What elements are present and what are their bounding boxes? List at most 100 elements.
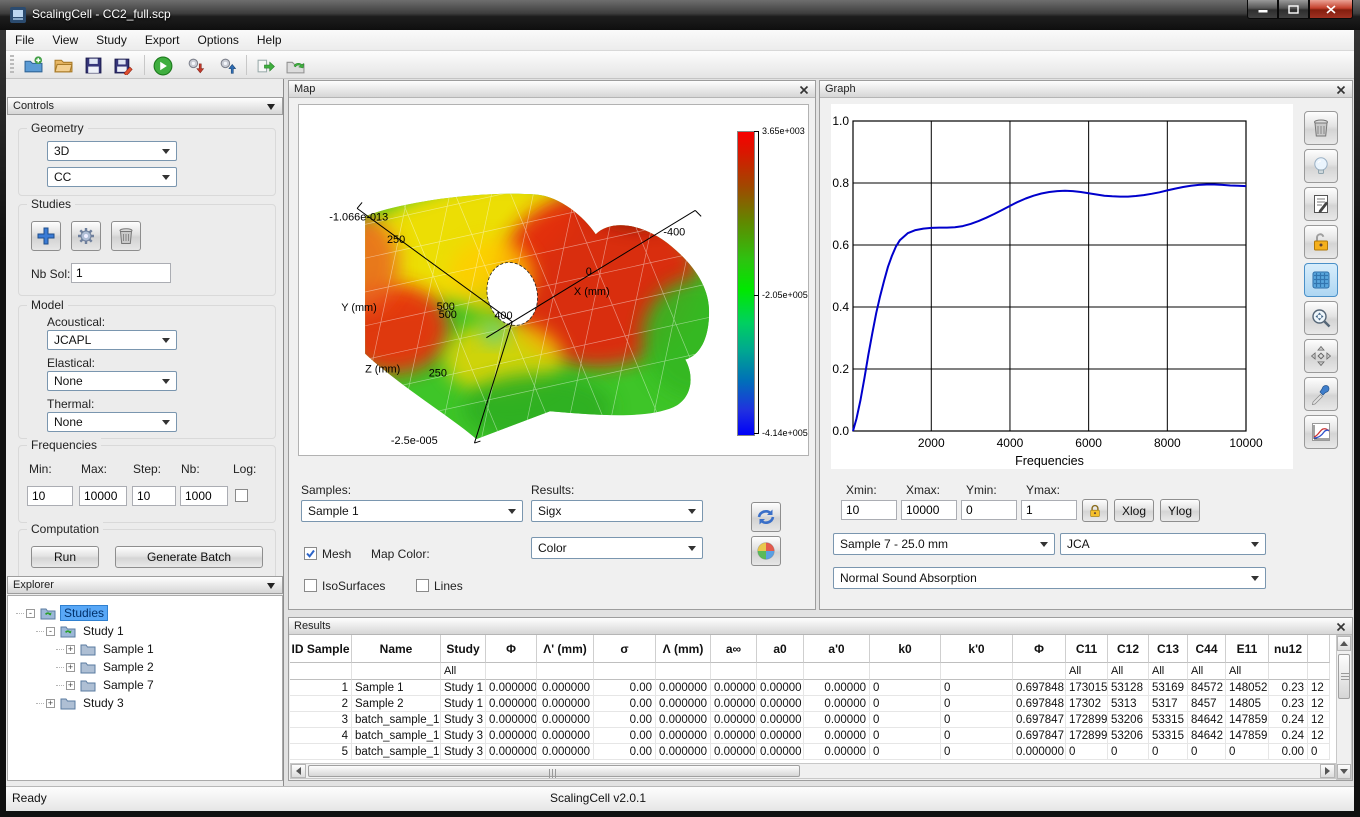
filter-cell[interactable]: All <box>441 663 486 680</box>
filter-cell[interactable]: All <box>1188 663 1226 680</box>
tree-item-studies[interactable]: Studies <box>8 604 282 622</box>
menu-export[interactable]: Export <box>136 31 189 49</box>
column-header[interactable] <box>1308 635 1330 663</box>
expand-expander-icon[interactable] <box>66 681 75 690</box>
column-header[interactable]: a'0 <box>804 635 870 663</box>
import-study-button[interactable] <box>182 54 208 77</box>
generate-batch-button[interactable]: Generate Batch <box>115 546 263 568</box>
filter-cell[interactable] <box>290 663 352 680</box>
add-study-button[interactable] <box>31 221 61 251</box>
xmax-input[interactable] <box>901 500 957 520</box>
column-header[interactable]: Λ' (mm) <box>537 635 594 663</box>
graph-panel-header[interactable]: Graph <box>820 81 1352 98</box>
xmin-input[interactable] <box>841 500 897 520</box>
column-header[interactable]: nu12 <box>1269 635 1308 663</box>
table-row[interactable]: 2Sample 2Study 10.0000000.0000000.000.00… <box>290 696 1336 712</box>
filter-cell[interactable] <box>1013 663 1066 680</box>
graph-sample-select[interactable]: Sample 7 - 25.0 mm <box>833 533 1055 555</box>
export-study-button[interactable] <box>214 54 240 77</box>
highlight-button[interactable] <box>1304 149 1338 183</box>
toggle-grid-button[interactable] <box>1304 263 1338 297</box>
delete-study-button[interactable] <box>111 221 141 251</box>
menu-study[interactable]: Study <box>87 31 136 49</box>
column-header[interactable]: C11 <box>1066 635 1108 663</box>
save-button[interactable] <box>80 54 106 77</box>
tree-label-studies[interactable]: Studies <box>60 605 108 621</box>
column-header[interactable]: E11 <box>1226 635 1269 663</box>
thermal-select[interactable]: None <box>47 412 177 432</box>
results-vscrollbar[interactable] <box>1336 635 1352 780</box>
report-button[interactable] <box>1304 187 1338 221</box>
ymax-input[interactable] <box>1021 500 1077 520</box>
map-3d-view[interactable]: -1.066e-013 250 Y (mm) 500 500 400 0 X (… <box>298 104 809 456</box>
geometry-cell-select[interactable]: CC <box>47 167 177 187</box>
new-project-button[interactable] <box>20 54 46 77</box>
expand-expander-icon[interactable] <box>46 699 55 708</box>
column-header[interactable]: k0 <box>870 635 941 663</box>
column-header[interactable]: Name <box>352 635 441 663</box>
column-header[interactable]: Φ <box>1013 635 1066 663</box>
filter-cell[interactable] <box>870 663 941 680</box>
graph-close-button[interactable] <box>1335 84 1347 96</box>
pan-button[interactable] <box>1304 339 1338 373</box>
tree-label-sample-1[interactable]: Sample 1 <box>100 642 157 656</box>
filter-cell[interactable] <box>757 663 804 680</box>
graph-model-select[interactable]: JCA <box>1060 533 1266 555</box>
filter-cell[interactable] <box>656 663 711 680</box>
filter-cell[interactable]: All <box>1226 663 1269 680</box>
collapse-expander-icon[interactable] <box>26 609 35 618</box>
menu-help[interactable]: Help <box>248 31 291 49</box>
column-header[interactable]: Φ <box>486 635 537 663</box>
close-button[interactable] <box>1309 0 1353 19</box>
chart-area[interactable]: 2000400060008000100000.00.20.40.60.81.0F… <box>831 104 1293 469</box>
results-close-button[interactable] <box>1335 621 1347 633</box>
collapse-icon[interactable] <box>267 583 275 589</box>
vscroll-thumb[interactable] <box>1338 654 1350 699</box>
filter-cell[interactable] <box>352 663 441 680</box>
freq-log-checkbox[interactable] <box>235 489 248 502</box>
column-header[interactable]: a0 <box>757 635 804 663</box>
tree-label-sample-7[interactable]: Sample 7 <box>100 678 157 692</box>
expand-expander-icon[interactable] <box>66 645 75 654</box>
samples-select[interactable]: Sample 1 <box>301 500 523 522</box>
filter-cell[interactable] <box>486 663 537 680</box>
column-header[interactable]: σ <box>594 635 656 663</box>
explorer-panel-header[interactable]: Explorer <box>7 576 283 594</box>
tree-label-study-1[interactable]: Study 1 <box>80 624 127 638</box>
results-select[interactable]: Sigx <box>531 500 703 522</box>
tree-item-study-3[interactable]: Study 3 <box>8 694 282 712</box>
delete-curve-button[interactable] <box>1304 111 1338 145</box>
picker-button[interactable] <box>1304 377 1338 411</box>
export-forward-button[interactable] <box>252 54 278 77</box>
map-panel-header[interactable]: Map <box>289 81 815 98</box>
tree-label-sample-2[interactable]: Sample 2 <box>100 660 157 674</box>
mesh-checkbox[interactable] <box>304 547 317 560</box>
column-header[interactable]: Study <box>441 635 486 663</box>
curves-button[interactable] <box>1304 415 1338 449</box>
filter-cell[interactable] <box>1308 663 1330 680</box>
freq-min-input[interactable] <box>27 486 73 506</box>
configure-study-button[interactable] <box>71 221 101 251</box>
table-row[interactable]: 1Sample 1Study 10.0000000.0000000.000.00… <box>290 680 1336 696</box>
menu-options[interactable]: Options <box>189 31 248 49</box>
nb-sol-input[interactable] <box>71 263 171 283</box>
table-row[interactable]: 5batch_sample_1Study 30.0000000.0000000.… <box>290 744 1336 760</box>
column-header[interactable]: ID Sample <box>290 635 352 663</box>
acoustical-select[interactable]: JCAPL <box>47 330 177 350</box>
ylog-button[interactable]: Ylog <box>1160 499 1200 522</box>
column-header[interactable]: C13 <box>1149 635 1188 663</box>
tree-item-sample-7[interactable]: Sample 7 <box>8 676 282 694</box>
unlock-axes-button[interactable] <box>1304 225 1338 259</box>
ymin-input[interactable] <box>961 500 1017 520</box>
toolbar-grip[interactable] <box>10 55 14 75</box>
tree-item-sample-1[interactable]: Sample 1 <box>8 640 282 658</box>
hscroll-thumb[interactable] <box>308 765 800 777</box>
refresh-map-button[interactable] <box>751 502 781 532</box>
map-color-select[interactable]: Color <box>531 537 703 559</box>
collapse-expander-icon[interactable] <box>46 627 55 636</box>
filter-cell[interactable]: All <box>1066 663 1108 680</box>
minimize-button[interactable] <box>1247 0 1278 19</box>
scroll-up-button[interactable] <box>1337 636 1351 651</box>
filter-cell[interactable] <box>537 663 594 680</box>
save-as-button[interactable] <box>110 54 136 77</box>
